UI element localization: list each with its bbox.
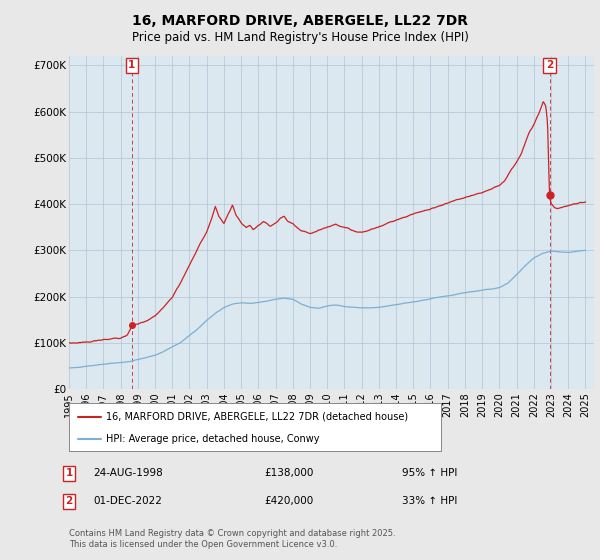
Text: 33% ↑ HPI: 33% ↑ HPI [402, 496, 457, 506]
Text: 16, MARFORD DRIVE, ABERGELE, LL22 7DR (detached house): 16, MARFORD DRIVE, ABERGELE, LL22 7DR (d… [106, 412, 409, 422]
Text: 1: 1 [128, 60, 136, 70]
Text: Contains HM Land Registry data © Crown copyright and database right 2025.
This d: Contains HM Land Registry data © Crown c… [69, 529, 395, 549]
Text: 24-AUG-1998: 24-AUG-1998 [93, 468, 163, 478]
Text: 95% ↑ HPI: 95% ↑ HPI [402, 468, 457, 478]
Text: 1: 1 [65, 468, 73, 478]
Text: 2: 2 [546, 60, 553, 70]
Text: £138,000: £138,000 [264, 468, 313, 478]
Text: HPI: Average price, detached house, Conwy: HPI: Average price, detached house, Conw… [106, 434, 320, 444]
Text: Price paid vs. HM Land Registry's House Price Index (HPI): Price paid vs. HM Land Registry's House … [131, 31, 469, 44]
Text: £420,000: £420,000 [264, 496, 313, 506]
Text: 2: 2 [65, 496, 73, 506]
Text: 01-DEC-2022: 01-DEC-2022 [93, 496, 162, 506]
Text: 16, MARFORD DRIVE, ABERGELE, LL22 7DR: 16, MARFORD DRIVE, ABERGELE, LL22 7DR [132, 14, 468, 28]
